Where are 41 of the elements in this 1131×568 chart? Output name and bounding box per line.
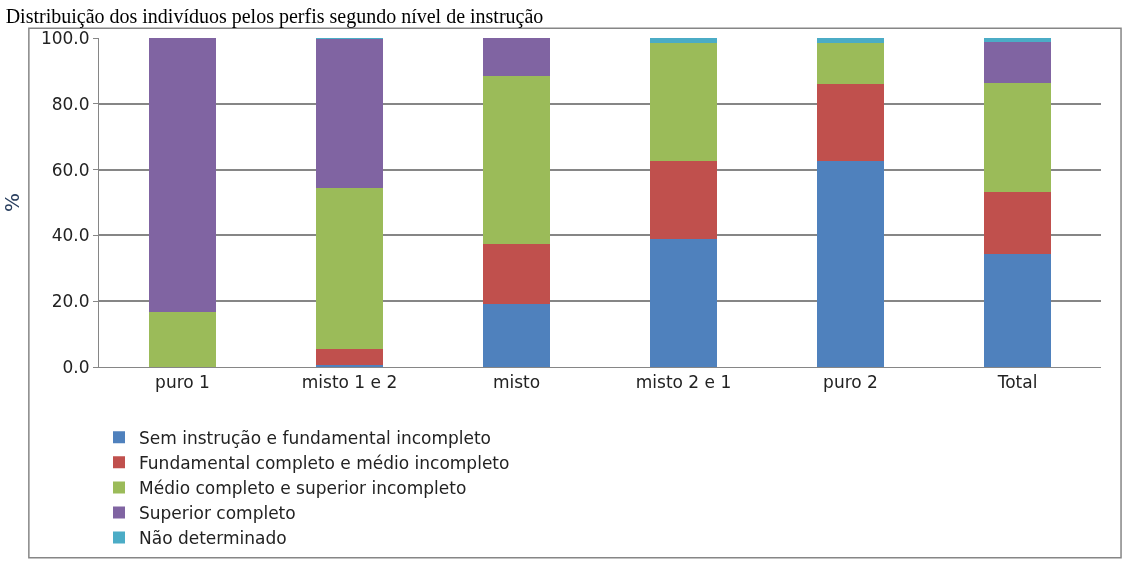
bar bbox=[316, 38, 383, 188]
bar bbox=[149, 312, 216, 367]
bar bbox=[984, 41, 1051, 84]
x-tick-label: misto bbox=[492, 372, 541, 393]
bar bbox=[817, 42, 884, 85]
y-tick-label: 60.0 bbox=[51, 159, 90, 180]
x-tick-label: misto 1 e 2 bbox=[301, 372, 398, 393]
y-axis-title: % bbox=[0, 192, 25, 213]
bar bbox=[149, 38, 216, 313]
bar bbox=[483, 76, 550, 244]
legend-label: Não determinado bbox=[139, 528, 287, 549]
bar bbox=[483, 303, 550, 367]
legend-label: Superior completo bbox=[139, 503, 296, 524]
bar bbox=[483, 243, 550, 304]
x-tick-label: puro 2 bbox=[823, 372, 878, 393]
legend-label: Médio completo e superior incompleto bbox=[139, 478, 467, 499]
y-tick-label: 80.0 bbox=[51, 93, 90, 114]
x-tick-label: misto 2 e 1 bbox=[635, 372, 732, 393]
bar bbox=[984, 253, 1051, 367]
bar bbox=[817, 161, 884, 367]
bar bbox=[650, 160, 717, 240]
bar bbox=[984, 38, 1051, 42]
bar bbox=[984, 83, 1051, 192]
y-tick-label: 100.0 bbox=[40, 27, 90, 48]
bar bbox=[817, 38, 884, 43]
legend-label: Sem instrução e fundamental incompleto bbox=[139, 427, 492, 448]
bar bbox=[316, 348, 383, 366]
chart-title: Distribuição dos indivíduos pelos perfis segundo nível de instrução bbox=[5, 4, 544, 28]
bar bbox=[483, 38, 550, 77]
x-tick-label: puro 1 bbox=[155, 372, 210, 393]
y-tick-label: 0.0 bbox=[62, 356, 90, 377]
x-tick-label: Total bbox=[996, 372, 1038, 393]
legend-label: Fundamental completo e médio incompleto bbox=[139, 452, 510, 473]
bar bbox=[650, 42, 717, 161]
bar bbox=[650, 239, 717, 367]
y-tick-label: 20.0 bbox=[51, 291, 90, 312]
bar bbox=[984, 191, 1051, 254]
bar bbox=[316, 187, 383, 349]
bar bbox=[817, 84, 884, 162]
bar bbox=[650, 38, 717, 43]
y-tick-label: 40.0 bbox=[51, 225, 90, 246]
